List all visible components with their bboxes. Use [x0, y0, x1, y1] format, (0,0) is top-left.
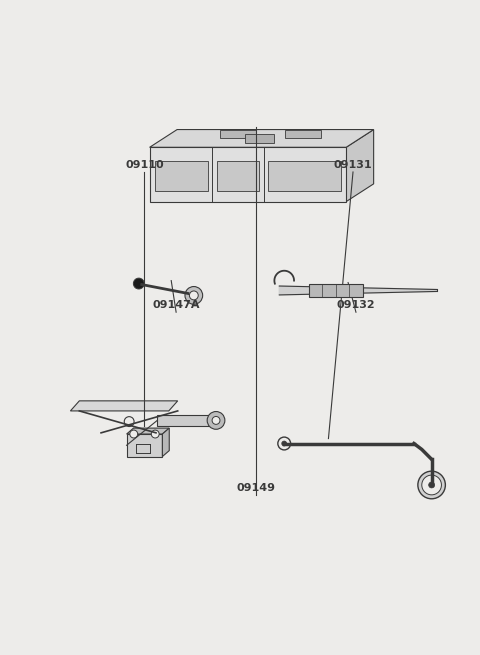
- Polygon shape: [162, 428, 169, 457]
- Text: 09131: 09131: [334, 160, 372, 170]
- Circle shape: [185, 286, 203, 305]
- Circle shape: [278, 437, 290, 450]
- Polygon shape: [346, 130, 373, 202]
- Text: 09132: 09132: [336, 300, 375, 310]
- Bar: [150, 147, 346, 202]
- Polygon shape: [150, 130, 373, 147]
- Bar: [285, 130, 321, 138]
- Circle shape: [151, 430, 159, 438]
- Polygon shape: [279, 286, 436, 295]
- Text: 09149: 09149: [237, 483, 276, 493]
- Circle shape: [190, 291, 198, 300]
- Text: 09110: 09110: [125, 160, 164, 170]
- Bar: [309, 284, 363, 297]
- Circle shape: [207, 411, 225, 429]
- Text: 09147A: 09147A: [152, 300, 200, 310]
- Circle shape: [133, 278, 144, 289]
- Bar: [127, 434, 162, 457]
- Bar: [155, 160, 207, 191]
- Bar: [268, 160, 341, 191]
- Circle shape: [124, 417, 134, 426]
- Bar: [220, 130, 256, 138]
- Polygon shape: [71, 401, 178, 411]
- Bar: [217, 160, 259, 191]
- Bar: [245, 134, 275, 143]
- Circle shape: [282, 441, 287, 446]
- Circle shape: [422, 475, 442, 495]
- Circle shape: [429, 482, 434, 488]
- Polygon shape: [157, 415, 216, 426]
- Circle shape: [212, 417, 220, 424]
- Polygon shape: [127, 428, 169, 434]
- Circle shape: [130, 430, 138, 438]
- Circle shape: [418, 471, 445, 499]
